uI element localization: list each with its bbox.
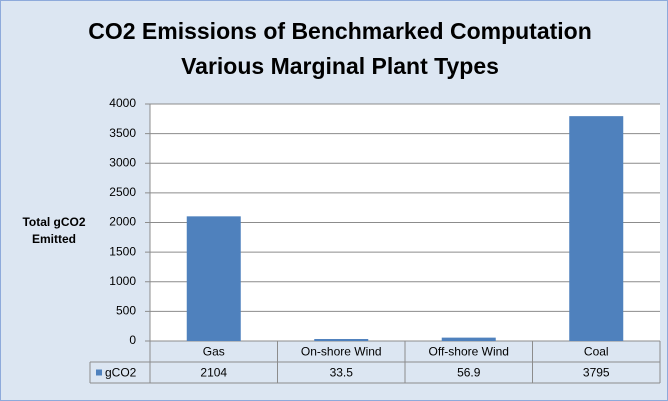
table-value: 2104 (200, 366, 227, 380)
y-tick-label: 1000 (109, 274, 136, 288)
bar (186, 216, 241, 341)
y-tick-label: 2500 (109, 185, 136, 199)
x-tick-label: Off-shore Wind (429, 345, 509, 359)
chart-title: CO2 Emissions of Benchmarked Computation… (88, 18, 592, 79)
bar (441, 337, 496, 341)
y-tick-label: 3500 (109, 126, 136, 140)
bar (569, 116, 624, 342)
x-tick-label: Coal (584, 345, 609, 359)
y-tick-label: 3000 (109, 155, 136, 169)
table-value: 56.9 (457, 366, 481, 380)
legend-swatch (96, 369, 102, 376)
bar (314, 339, 369, 341)
y-tick-label: 2000 (109, 215, 136, 229)
legend-label: gCO2 (105, 366, 137, 380)
x-tick-label: Gas (203, 345, 225, 359)
y-tick-label: 0 (129, 333, 136, 347)
x-tick-label: On-shore Wind (301, 345, 382, 359)
y-tick-label: 500 (116, 304, 136, 318)
table-value: 33.5 (330, 366, 354, 380)
table-value: 3795 (583, 366, 610, 380)
y-tick-label: 4000 (109, 96, 136, 110)
y-axis-label: Total gCO2 Emitted (22, 215, 86, 246)
y-tick-label: 1500 (109, 244, 136, 258)
